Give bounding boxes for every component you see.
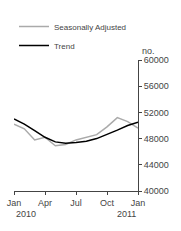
svg-text:60000: 60000 [144, 55, 169, 65]
svg-text:2010: 2010 [16, 209, 36, 219]
svg-text:Seasonally Adjusted: Seasonally Adjusted [54, 23, 126, 32]
svg-text:48000: 48000 [144, 134, 169, 144]
svg-text:Apr: Apr [38, 198, 52, 208]
svg-text:Jul: Jul [70, 198, 82, 208]
svg-text:52000: 52000 [144, 108, 169, 118]
svg-text:Oct: Oct [100, 198, 115, 208]
svg-text:2011: 2011 [117, 209, 136, 219]
svg-text:Trend: Trend [54, 42, 75, 51]
svg-text:44000: 44000 [144, 160, 169, 170]
svg-text:Jan: Jan [131, 198, 146, 208]
svg-text:no.: no. [142, 46, 155, 56]
svg-text:Jan: Jan [7, 198, 22, 208]
svg-text:40000: 40000 [144, 186, 169, 196]
svg-text:56000: 56000 [144, 81, 169, 91]
